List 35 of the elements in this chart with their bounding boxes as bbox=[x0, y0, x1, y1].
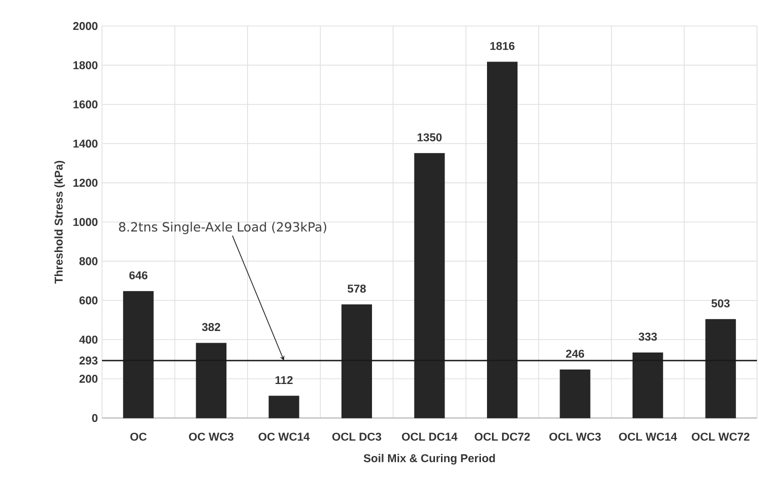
y-tick-label: 400 bbox=[79, 336, 98, 344]
x-tick-label: OC WC14 bbox=[258, 432, 310, 441]
data-label: 382 bbox=[202, 323, 220, 332]
y-axis-title: Threshold Stress (kPa) bbox=[54, 160, 65, 284]
y-tick-label: 800 bbox=[79, 257, 98, 266]
x-tick-label: OCL WC14 bbox=[619, 432, 678, 441]
bar bbox=[268, 396, 300, 418]
x-tick-label: OC bbox=[130, 432, 147, 441]
data-label: 112 bbox=[276, 376, 293, 384]
y-tick-label: 1800 bbox=[73, 61, 98, 70]
x-tick-label: OCL WC72 bbox=[692, 432, 750, 441]
bar bbox=[560, 370, 590, 418]
ref-line-label: 8.2tns Single-Axle Load (293kPa) bbox=[119, 222, 326, 234]
data-label: 578 bbox=[348, 284, 366, 293]
data-label: 1350 bbox=[418, 133, 442, 142]
x-axis-title: Soil Mix & Curing Period bbox=[364, 454, 495, 465]
y-tick-label: 2000 bbox=[73, 22, 98, 30]
data-label: 646 bbox=[129, 271, 148, 280]
y-tick-label: 600 bbox=[79, 296, 98, 304]
y-tick-label: 1200 bbox=[73, 178, 98, 187]
y-tick-label: 0 bbox=[92, 414, 98, 422]
y-tick-label: 1000 bbox=[73, 218, 98, 226]
y-tick-label: 200 bbox=[79, 374, 98, 383]
data-label: 503 bbox=[712, 299, 730, 308]
data-label: 1816 bbox=[490, 42, 514, 50]
data-label: 333 bbox=[638, 332, 657, 341]
x-tick-label: OCL WC3 bbox=[549, 432, 601, 441]
y-tick-label: 1600 bbox=[73, 100, 98, 108]
x-tick-label: OC WC3 bbox=[188, 432, 234, 441]
y-tick-label: 293 bbox=[79, 356, 98, 365]
x-tick-label: OCL DC72 bbox=[474, 432, 530, 441]
data-label: 246 bbox=[566, 350, 584, 358]
x-tick-label: OCL DC3 bbox=[332, 432, 382, 441]
y-tick-label: 1400 bbox=[73, 140, 98, 148]
x-tick-label: OCL DC14 bbox=[402, 432, 458, 441]
